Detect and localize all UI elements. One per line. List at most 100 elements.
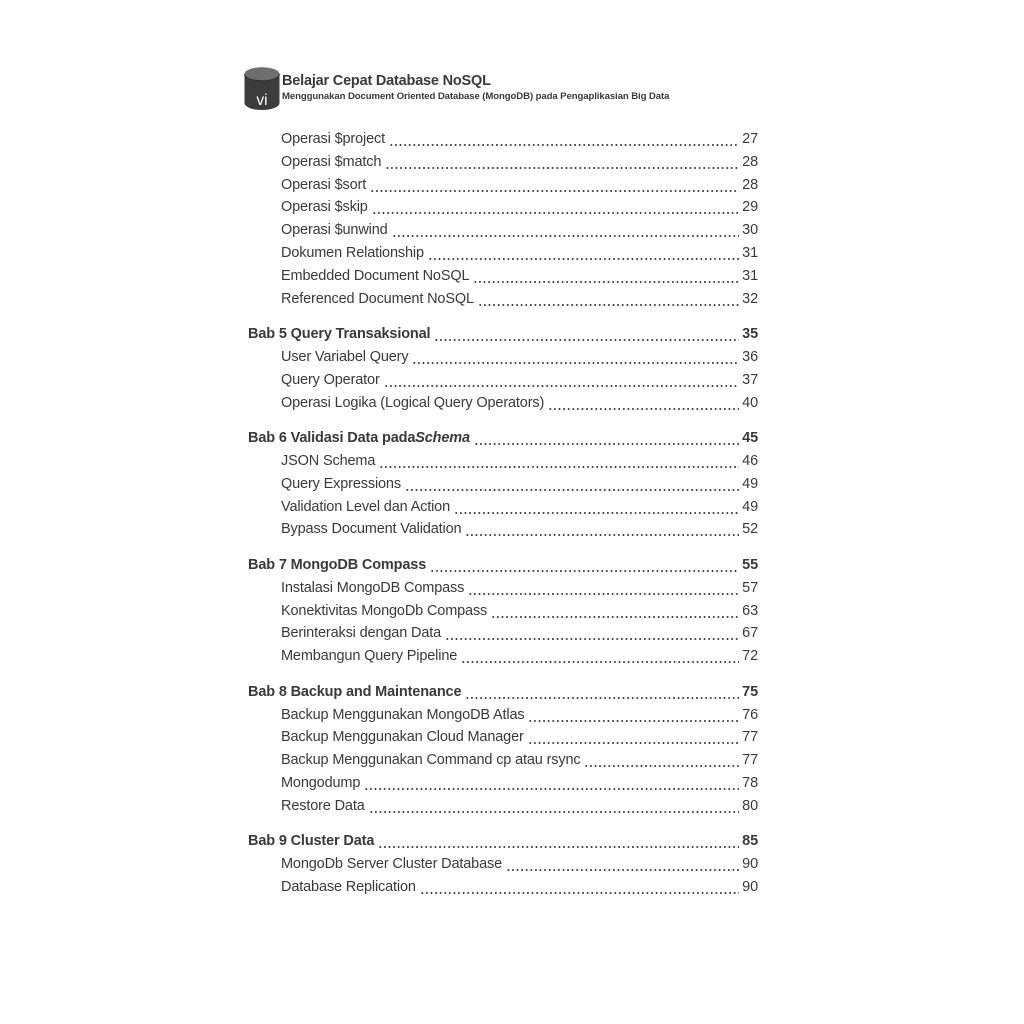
toc-page-number: 45 (742, 430, 758, 447)
toc-entry-row: Operasi Logika (Logical Query Operators)… (248, 392, 758, 415)
toc-chapter-label: Bab 8 Backup and Maintenance (248, 683, 462, 700)
dot-leader (487, 600, 742, 623)
toc-page-number: 32 (742, 290, 758, 307)
dot-leader (450, 496, 742, 519)
toc-entry-label: Query Expressions (281, 475, 401, 492)
toc-entry-row: MongoDb Server Cluster Database 90 (248, 853, 758, 876)
running-header: vi Belajar Cepat Database NoSQL Mengguna… (243, 66, 669, 111)
dot-leader (381, 151, 742, 174)
dot-leader (524, 726, 742, 749)
dot-leader (366, 174, 742, 197)
toc-entry-label: Bypass Document Validation (281, 521, 462, 538)
toc-page-number: 57 (742, 579, 758, 596)
toc-chapter-label: Bab 5 Query Transaksional (248, 326, 431, 343)
toc-page-number: 35 (742, 326, 758, 343)
toc-entry-row: Konektivitas MongoDb Compass 63 (248, 600, 758, 623)
toc-entry-label: Backup Menggunakan MongoDB Atlas (281, 706, 525, 723)
toc-page-number: 67 (742, 625, 758, 642)
toc-page-number: 40 (742, 394, 758, 411)
database-cylinder-icon: vi (243, 66, 281, 111)
toc-page-number: 85 (742, 833, 758, 850)
toc-entry-label: Operasi $sort (281, 176, 367, 193)
dot-leader (430, 323, 742, 346)
toc-entry-row: User Variabel Query 36 (248, 346, 758, 369)
toc-entry-label: Konektivitas MongoDb Compass (281, 602, 488, 619)
dot-leader (416, 876, 742, 899)
dot-leader (360, 772, 742, 795)
toc-chapter-row: Bab 6 Validasi Data pada Schema 45 (248, 427, 758, 450)
toc-group: Bab 7 MongoDB Compass 55 Instalasi MongoDB… (248, 554, 758, 668)
toc-page-number: 72 (742, 648, 758, 665)
toc-page-number: 28 (742, 176, 758, 193)
toc-page-number: 30 (742, 222, 758, 239)
toc-page-number: 49 (742, 498, 758, 515)
toc-page-number: 63 (742, 602, 758, 619)
dot-leader (408, 346, 742, 369)
dot-leader (375, 450, 742, 473)
toc-entry-label: Query Operator (281, 371, 380, 388)
dot-leader (474, 288, 742, 311)
toc-entry-label: Backup Menggunakan Cloud Manager (281, 729, 524, 746)
dot-leader (544, 392, 742, 415)
toc-entry-label: Database Replication (281, 878, 416, 895)
toc-entry-row: Instalasi MongoDB Compass 57 (248, 577, 758, 600)
toc-page-number: 90 (742, 856, 758, 873)
toc-page-number: 75 (742, 683, 758, 700)
book-title: Belajar Cepat Database NoSQL (282, 73, 491, 89)
toc-chapter-row: Bab 5 Query Transaksional 35 (248, 323, 758, 346)
toc-page-number: 77 (742, 752, 758, 769)
dot-leader (524, 704, 742, 727)
dot-leader (365, 795, 743, 818)
toc-entry-label: Embedded Document NoSQL (281, 267, 470, 284)
dot-leader (464, 577, 742, 600)
toc-entry-row: Bypass Document Validation 52 (248, 518, 758, 541)
toc-chapter-label: Bab 6 Validasi Data pada (248, 430, 416, 447)
dot-leader (374, 830, 742, 853)
toc-group: Operasi $project 27 Operasi $match 28 Operas… (248, 128, 758, 310)
toc-entry-row: Validation Level dan Action 49 (248, 496, 758, 519)
page-number-badge: vi (256, 92, 267, 109)
dot-leader (401, 473, 742, 496)
dot-leader (380, 369, 743, 392)
toc-entry-label: Dokumen Relationship (281, 244, 424, 261)
toc-page-number: 49 (742, 475, 758, 492)
toc-entry-row: Membangun Query Pipeline 72 (248, 645, 758, 668)
toc: Operasi $project 27 Operasi $match 28 Operas… (248, 128, 758, 899)
toc-entry-label: Validation Level dan Action (281, 498, 451, 515)
toc-entry-label: JSON Schema (281, 452, 376, 469)
toc-page-number: 31 (742, 267, 758, 284)
dot-leader (461, 518, 742, 541)
toc-entry-row: Referenced Document NoSQL 32 (248, 288, 758, 311)
toc-entry-label: MongoDb Server Cluster Database (281, 856, 503, 873)
toc-entry-label: Operasi $skip (281, 199, 368, 216)
toc-page-number: 31 (742, 244, 758, 261)
toc-page-number: 80 (742, 797, 758, 814)
toc-entry-label: Operasi $unwind (281, 222, 388, 239)
toc-group: Bab 5 Query Transaksional 35 User Variabel… (248, 323, 758, 414)
toc-entry-row: Backup Menggunakan Cloud Manager 77 (248, 726, 758, 749)
dot-leader (385, 128, 742, 151)
toc-page-number: 90 (742, 878, 758, 895)
book-subtitle: Menggunakan Document Oriented Database (… (282, 91, 670, 102)
toc-chapter-label-italic: Schema (415, 430, 470, 447)
toc-page-number: 76 (742, 706, 758, 723)
dot-leader (426, 554, 742, 577)
toc-entry-label: Membangun Query Pipeline (281, 648, 458, 665)
dot-leader (502, 853, 742, 876)
toc-entry-label: Referenced Document NoSQL (281, 290, 474, 307)
toc-entry-label: Operasi $match (281, 153, 382, 170)
toc-entry-row: Operasi $skip 29 (248, 196, 758, 219)
toc-entry-label: Berinteraksi dengan Data (281, 625, 442, 642)
toc-page-number: 46 (742, 452, 758, 469)
header-text-block: Belajar Cepat Database NoSQL Menggunakan… (282, 66, 669, 103)
toc-entry-label: Instalasi MongoDB Compass (281, 579, 465, 596)
toc-entry-row: Mongodump 78 (248, 772, 758, 795)
toc-entry-row: Dokumen Relationship 31 (248, 242, 758, 265)
dot-leader (469, 265, 742, 288)
toc-page-number: 37 (742, 371, 758, 388)
toc-entry-row: Query Operator 37 (248, 369, 758, 392)
toc-chapter-label: Bab 7 MongoDB Compass (248, 556, 427, 573)
toc-entry-label: User Variabel Query (281, 348, 409, 365)
toc-page-number: 28 (742, 153, 758, 170)
toc-entry-row: Operasi $unwind 30 (248, 219, 758, 242)
